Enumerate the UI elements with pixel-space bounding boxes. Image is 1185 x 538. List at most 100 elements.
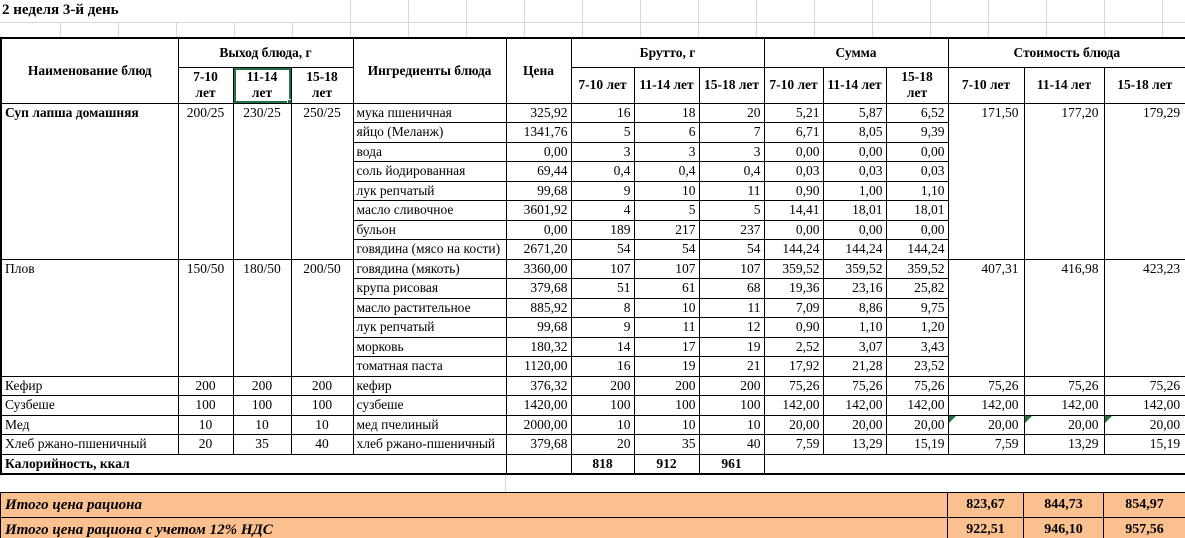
cell-sum-age1[interactable]: 0,00 (763, 141, 824, 162)
calories-age1[interactable]: 818 (570, 453, 635, 475)
cell-output-age1[interactable]: 200/25 (177, 102, 234, 260)
cell-brutto-age1[interactable]: 54 (570, 239, 635, 260)
cell-brutto-age3[interactable]: 7 (698, 122, 765, 143)
cell-brutto-age3[interactable]: 0,4 (698, 161, 765, 182)
total-price-vat-age1[interactable]: 922,51 (947, 517, 1024, 538)
cell-price[interactable]: 3601,92 (505, 200, 572, 221)
cell-output-age3[interactable]: 200/50 (290, 258, 354, 377)
cell-sum-age3[interactable]: 25,82 (885, 278, 949, 299)
cell-brutto-age1[interactable]: 8 (570, 297, 635, 318)
cell-output-age3[interactable]: 250/25 (290, 102, 354, 260)
cell-price[interactable]: 2000,00 (505, 414, 572, 435)
cell-output-age3[interactable]: 100 (290, 395, 354, 416)
cell-brutto-age2[interactable]: 217 (633, 219, 700, 240)
cell-dish-cost-age2[interactable]: 416,98 (1023, 258, 1105, 377)
cell-price[interactable]: 1120,00 (505, 356, 572, 377)
header-dish-names[interactable]: Наименование блюд (0, 37, 179, 104)
header-output-age1[interactable]: 7-10 лет (177, 66, 234, 104)
cell-ingredient-name[interactable]: сузбеше (352, 395, 507, 416)
cell-sum-age3[interactable]: 1,20 (885, 317, 949, 338)
cell-dish-cost-age1[interactable]: 142,00 (947, 395, 1025, 416)
cell-brutto-age2[interactable]: 10 (633, 297, 700, 318)
cell-price[interactable]: 1420,00 (505, 395, 572, 416)
cell-output-age2[interactable]: 100 (232, 395, 292, 416)
cell-brutto-age1[interactable]: 20 (570, 434, 635, 455)
cell-brutto-age2[interactable]: 11 (633, 317, 700, 338)
cell-dish-cost-age3[interactable]: 75,26 (1103, 375, 1185, 396)
header-cost-age2[interactable]: 11-14 лет (1023, 66, 1105, 104)
cell-dish-cost-age1[interactable]: 171,50 (947, 102, 1025, 260)
cell-dish-cost-age1-error-triangle-icon[interactable]: 20,00 (947, 414, 1025, 435)
cell-sum-age1[interactable]: 0,03 (763, 161, 824, 182)
cell-sum-age3[interactable]: 20,00 (885, 414, 949, 435)
total-price-vat-label[interactable]: Итого цена рациона с учетом 12% НДС (0, 517, 948, 538)
total-price-vat-age3[interactable]: 957,56 (1103, 517, 1185, 538)
cell-brutto-age2[interactable]: 200 (633, 375, 700, 396)
cell-sum-age2[interactable]: 18,01 (822, 200, 887, 221)
cell-brutto-age3[interactable]: 3 (698, 141, 765, 162)
header-sum-age2[interactable]: 11-14 лет (822, 66, 887, 104)
cell-sum-age1[interactable]: 6,71 (763, 122, 824, 143)
cell-dish-cost-age2[interactable]: 75,26 (1023, 375, 1105, 396)
header-brutto-age2[interactable]: 11-14 лет (633, 66, 700, 104)
cell-brutto-age1[interactable]: 3 (570, 141, 635, 162)
cell-brutto-age2[interactable]: 107 (633, 258, 700, 279)
cell-sum-age1[interactable]: 0,00 (763, 219, 824, 240)
cell-sum-age2[interactable]: 75,26 (822, 375, 887, 396)
cell-sum-age2[interactable]: 13,29 (822, 434, 887, 455)
cell-output-age2[interactable]: 35 (232, 434, 292, 455)
cell-sum-age2[interactable]: 1,00 (822, 180, 887, 201)
cell-price[interactable]: 99,68 (505, 317, 572, 338)
header-cost-age3[interactable]: 15-18 лет (1103, 66, 1185, 104)
cell-ingredient-name[interactable]: морковь (352, 336, 507, 357)
cell-dish-cost-age1[interactable]: 75,26 (947, 375, 1025, 396)
cell-output-age3[interactable]: 200 (290, 375, 354, 396)
cell-sum-age3[interactable]: 15,19 (885, 434, 949, 455)
cell-sum-age2[interactable]: 359,52 (822, 258, 887, 279)
cell-output-age2[interactable]: 200 (232, 375, 292, 396)
cell-sum-age2[interactable]: 3,07 (822, 336, 887, 357)
cell-sum-age1[interactable]: 0,90 (763, 180, 824, 201)
cell-sum-age3[interactable]: 23,52 (885, 356, 949, 377)
cell-sum-age1[interactable]: 20,00 (763, 414, 824, 435)
cell-price[interactable]: 379,68 (505, 278, 572, 299)
cell-price[interactable]: 180,32 (505, 336, 572, 357)
cell-brutto-age2[interactable]: 3 (633, 141, 700, 162)
cell-empty[interactable] (505, 453, 572, 475)
cell-brutto-age2[interactable]: 18 (633, 102, 700, 123)
cell-brutto-age2[interactable]: 19 (633, 356, 700, 377)
cell-output-age1[interactable]: 10 (177, 414, 234, 435)
cell-brutto-age1[interactable]: 51 (570, 278, 635, 299)
cell-brutto-age3[interactable]: 237 (698, 219, 765, 240)
cell-sum-age2[interactable]: 23,16 (822, 278, 887, 299)
cell-output-age1[interactable]: 150/50 (177, 258, 234, 377)
cell-sum-age3[interactable]: 9,39 (885, 122, 949, 143)
cell-sum-age2[interactable]: 0,00 (822, 141, 887, 162)
total-price-age2[interactable]: 844,73 (1023, 492, 1104, 518)
header-output-group[interactable]: Выход блюда, г (177, 37, 354, 68)
total-price-age1[interactable]: 823,67 (947, 492, 1024, 518)
cell-output-age3[interactable]: 10 (290, 414, 354, 435)
header-sum-group[interactable]: Сумма (763, 37, 949, 68)
cell-price[interactable]: 0,00 (505, 219, 572, 240)
cell-ingredient-name[interactable]: лук репчатый (352, 180, 507, 201)
cell-brutto-age3[interactable]: 10 (698, 414, 765, 435)
cell-sum-age1[interactable]: 14,41 (763, 200, 824, 221)
cell-sum-age1[interactable]: 7,09 (763, 297, 824, 318)
cell-dish-name[interactable]: Мед (0, 414, 179, 435)
cell-dish-cost-age3[interactable]: 179,29 (1103, 102, 1185, 260)
cell-sum-age1[interactable]: 0,90 (763, 317, 824, 338)
cell-dish-name[interactable]: Кефир (0, 375, 179, 396)
cell-price[interactable]: 0,00 (505, 141, 572, 162)
cell-ingredient-name[interactable]: говядина (мясо на кости) (352, 239, 507, 260)
calories-label[interactable]: Калорийность, ккал (0, 453, 507, 475)
cell-brutto-age2[interactable]: 10 (633, 414, 700, 435)
cell-dish-cost-age1[interactable]: 7,59 (947, 434, 1025, 455)
cell-price[interactable]: 376,32 (505, 375, 572, 396)
cell-sum-age1[interactable]: 17,92 (763, 356, 824, 377)
cell-brutto-age1[interactable]: 107 (570, 258, 635, 279)
cell-ingredient-name[interactable]: лук репчатый (352, 317, 507, 338)
cell-ingredient-name[interactable]: говядина (мякоть) (352, 258, 507, 279)
cell-dish-name[interactable]: Сузбеше (0, 395, 179, 416)
cell-sum-age3[interactable]: 0,00 (885, 141, 949, 162)
